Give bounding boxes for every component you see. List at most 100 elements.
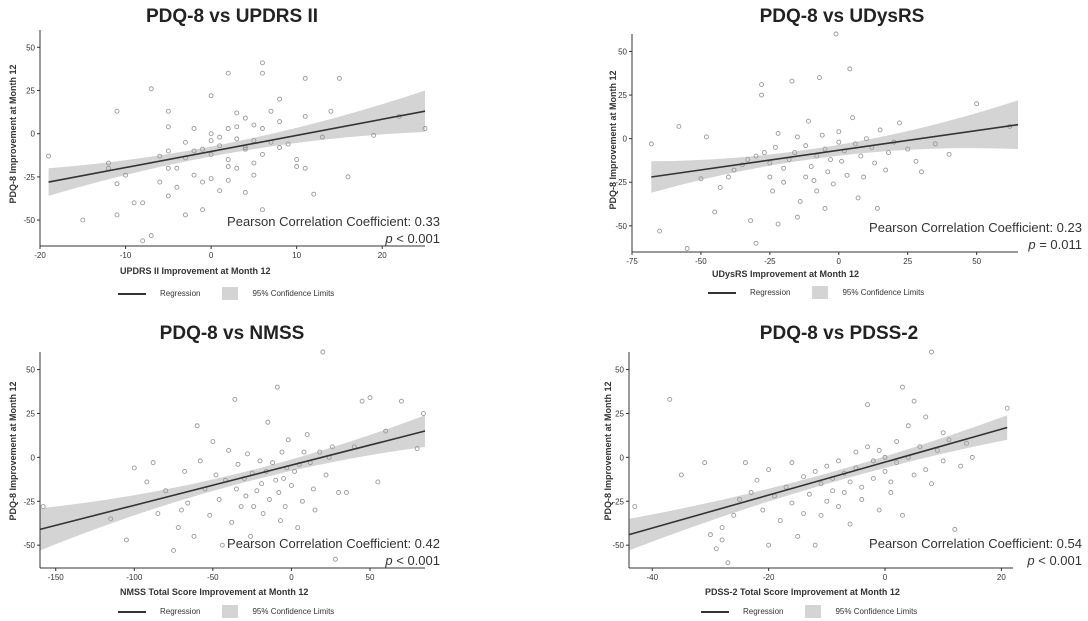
data-point <box>233 486 239 492</box>
p-symbol: p <box>1028 237 1036 252</box>
data-point <box>217 188 223 194</box>
data-point <box>207 512 213 518</box>
data-point <box>276 490 282 495</box>
data-point <box>251 172 257 178</box>
data-point <box>759 82 765 88</box>
data-point <box>251 504 257 509</box>
data-point <box>824 463 830 469</box>
data-point <box>191 533 197 539</box>
scatter-plot: -50 -25 0 25 50 -75 -50 -25 0 25 50 <box>615 31 1019 266</box>
data-point <box>853 449 859 455</box>
x-tick-label: -50 <box>207 573 219 582</box>
x-tick-label: -10 <box>120 251 132 260</box>
data-point <box>285 141 291 147</box>
data-point <box>131 465 137 471</box>
y-tick-label: -50 <box>615 222 627 231</box>
y-tick-label: -50 <box>23 216 35 225</box>
regression-line <box>628 426 1008 536</box>
x-tick-label: -20 <box>34 251 46 260</box>
p-value-text: < 0.001 <box>1038 553 1082 568</box>
ci-swatch <box>805 605 822 618</box>
y-tick-label: -50 <box>612 541 624 550</box>
data-point <box>874 205 880 211</box>
legend-regression-label: Regression <box>160 289 201 298</box>
data-point <box>725 560 731 566</box>
data-point <box>312 507 318 513</box>
correlation-text: Pearson Correlation Coefficient: 0.42 <box>227 536 440 551</box>
data-point <box>226 447 232 453</box>
data-point <box>234 136 240 142</box>
data-point <box>232 396 238 402</box>
data-point <box>781 165 787 171</box>
data-point <box>708 532 713 538</box>
data-point <box>320 349 326 355</box>
data-point <box>165 165 171 171</box>
data-point <box>165 193 171 199</box>
data-point <box>274 384 280 390</box>
data-point <box>144 479 150 485</box>
data-point <box>302 113 308 119</box>
confidence-band <box>651 100 1018 193</box>
data-point <box>844 172 850 178</box>
data-point <box>885 150 891 156</box>
data-point <box>964 440 969 446</box>
p-value-text: < 0.001 <box>396 553 440 568</box>
data-point <box>783 484 789 490</box>
correlation-stats: Pearson Correlation Coefficient: 0.54 p … <box>782 535 1082 569</box>
data-point <box>775 221 781 227</box>
data-point <box>865 444 870 450</box>
y-tick-label: 0 <box>623 135 628 144</box>
data-point <box>855 195 861 201</box>
data-point <box>767 160 773 166</box>
legend-ci-label: 95% Confidence Limits <box>842 288 925 297</box>
x-tick-label: 50 <box>972 257 981 266</box>
data-point <box>375 479 381 485</box>
data-point <box>917 444 923 450</box>
p-symbol: p <box>385 553 393 568</box>
data-point <box>175 525 181 531</box>
data-point <box>814 188 820 194</box>
data-point <box>260 511 266 517</box>
data-point <box>836 139 842 145</box>
data-point <box>208 138 214 144</box>
data-point <box>281 475 287 481</box>
data-point <box>946 151 952 157</box>
legend: Regression 95% Confidence Limits <box>118 287 334 300</box>
data-point <box>422 126 428 131</box>
regression-line <box>39 430 426 531</box>
data-point <box>818 481 824 487</box>
x-axis-label: UPDRS II Improvement at Month 12 <box>120 266 271 276</box>
y-tick-label: -25 <box>23 497 35 506</box>
data-point <box>277 518 283 524</box>
data-point <box>148 233 154 239</box>
y-tick-label: -50 <box>23 541 35 550</box>
scatter-plot: -50 -25 0 25 50 -40 -20 0 20 <box>612 349 1013 582</box>
data-point <box>225 126 231 131</box>
data-point <box>836 504 841 509</box>
data-point <box>277 119 283 125</box>
data-point <box>254 488 260 494</box>
data-point <box>678 472 684 478</box>
regression-swatch <box>118 610 146 613</box>
data-point <box>302 165 308 171</box>
chart-title: PDQ-8 vs UDysRS <box>759 6 925 27</box>
data-point <box>819 132 825 138</box>
data-point <box>836 129 842 135</box>
data-point <box>974 101 980 107</box>
data-point <box>745 157 751 163</box>
data-point <box>242 146 248 152</box>
data-point <box>200 179 206 185</box>
y-tick-label: 25 <box>26 409 35 418</box>
data-point <box>766 542 772 548</box>
x-tick-label: 0 <box>837 257 842 266</box>
data-point <box>789 500 795 506</box>
data-point <box>191 126 197 131</box>
p-value-text: = 0.011 <box>1039 237 1082 252</box>
data-point <box>847 521 853 527</box>
data-point <box>217 134 223 140</box>
x-axis-label: NMSS Total Score Improvement at Month 12 <box>120 587 309 597</box>
data-point <box>294 164 300 169</box>
data-point <box>770 188 776 194</box>
correlation-stats: Pearson Correlation Coefficient: 0.33 p … <box>140 213 440 247</box>
data-point <box>285 437 291 443</box>
